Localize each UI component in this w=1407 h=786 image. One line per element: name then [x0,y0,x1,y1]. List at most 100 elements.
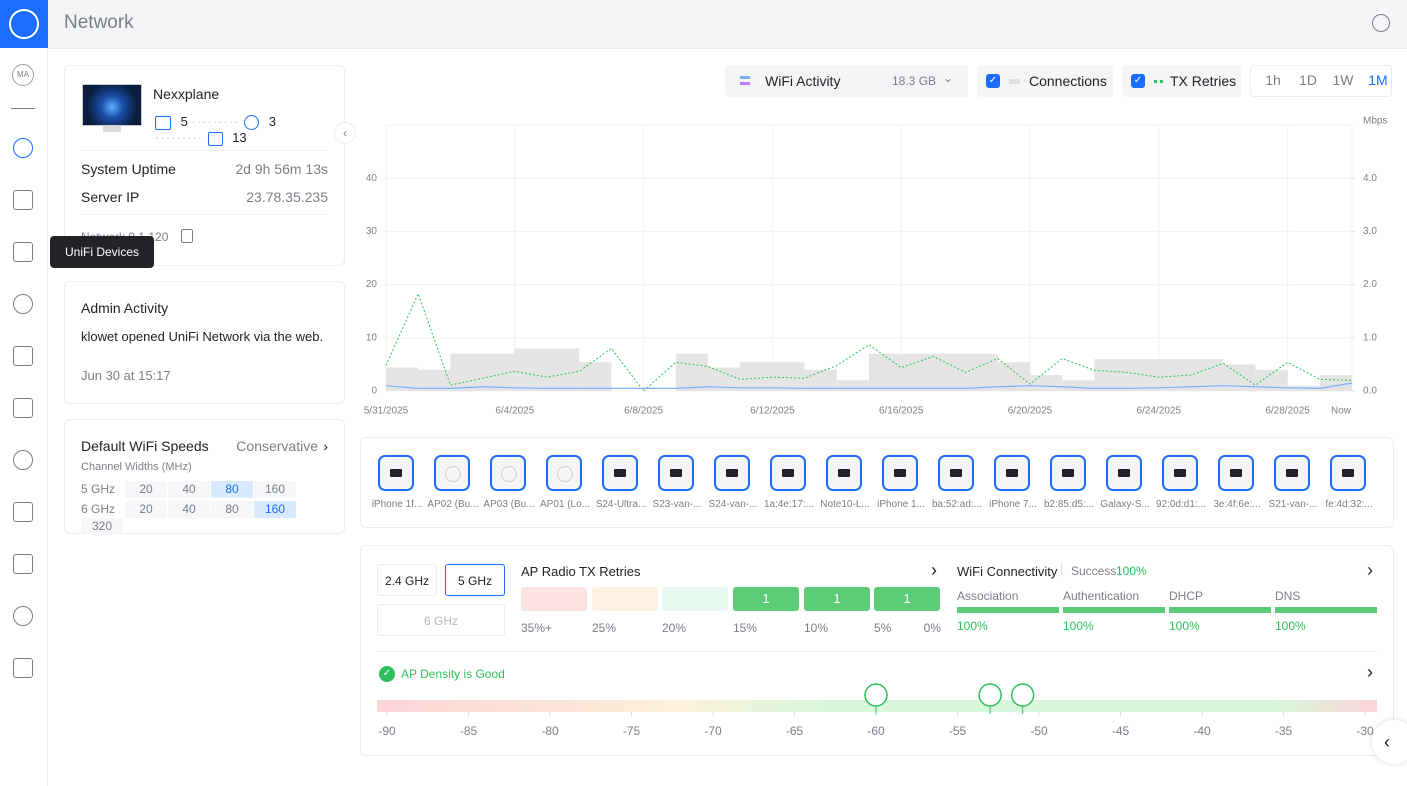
device-icon[interactable] [826,455,862,491]
radio-panel: AP Radio TX Retries › WiFi Connectivity … [360,545,1394,756]
device-name[interactable]: S21-van-... [1268,499,1318,510]
density-tick-label: -35 [1275,724,1293,738]
device-name[interactable]: fe:4d:32:... [1325,499,1373,510]
device-name[interactable]: AP03 (Bu... [483,499,535,510]
nav-icon[interactable] [13,398,33,418]
activity-select[interactable]: WiFi Activity 18.3 GB ⌄ [725,65,968,97]
speeds-card[interactable]: Default WiFi Speeds Conservative › Chann… [64,419,345,535]
nav-icon[interactable] [13,450,33,470]
device-icon[interactable] [994,455,1030,491]
device-icon[interactable] [770,455,806,491]
device-glyph [445,466,461,482]
device-icon[interactable] [1106,455,1142,491]
tx-label: 5% [874,621,892,635]
step-value: 100% [1169,619,1200,633]
collapse-button[interactable]: ‹ [334,122,356,144]
range-option[interactable]: 1M [1368,72,1388,88]
range-option[interactable]: 1W [1332,72,1354,88]
range-option[interactable]: 1D [1299,72,1317,88]
chevron[interactable]: › [1367,560,1373,580]
nav-icon[interactable] [13,138,33,158]
device-name[interactable]: b2:85:d5:... [1043,499,1095,510]
tx-toggle[interactable]: ✓ TX Retries [1122,65,1241,97]
device-glyph [726,469,738,477]
x-tick-label: 6/12/2025 [750,406,795,417]
device-name[interactable]: AP02 (Bu... [427,499,479,510]
release-notes-icon[interactable] [181,229,193,243]
band-option[interactable]: 6 GHz [377,604,505,636]
y-tick-label: 10 [366,332,378,343]
chevron[interactable]: › [1367,662,1373,682]
nav-icon[interactable] [13,242,33,262]
device-name[interactable]: AP01 (Lo... [539,499,591,510]
logo[interactable] [0,0,48,48]
connection-bar [1094,359,1127,391]
nav-icon[interactable] [13,190,33,210]
device-icon[interactable] [1218,455,1254,491]
device-name[interactable]: iPhone 7... [989,499,1037,510]
device-name[interactable]: Note10-L... [820,499,870,510]
step-value: 100% [957,619,988,633]
avatar[interactable]: MA [12,64,34,86]
device-glyph [782,469,794,477]
connections-toggle[interactable]: ✓ Connections [977,65,1113,97]
expand-button[interactable]: ‹ [1372,720,1407,764]
device-icon[interactable] [602,455,638,491]
band-option[interactable]: 2.4 GHz [377,564,437,596]
device-icon[interactable] [1162,455,1198,491]
x-tick-label: 6/4/2025 [495,406,534,417]
device-icon[interactable] [1050,455,1086,491]
device-name[interactable]: S23-van-... [652,499,702,510]
device-icon[interactable] [434,455,470,491]
device-icon[interactable] [1274,455,1310,491]
tx-bucket: 1 [874,587,940,611]
device-name[interactable]: S24-van-... [708,499,758,510]
tx-bucket [521,587,587,611]
density-scale: -90 -85 -80 -75 -70 -65 -60 -55 -50 -45 -40 -35 -30 [377,683,1377,738]
connection-bar [740,362,773,391]
tx-bucket [592,587,658,611]
device-icon[interactable] [546,455,582,491]
density-tick-label: -45 [1112,724,1130,738]
device-name[interactable]: S24-Ultra... [595,499,647,510]
nav-icon[interactable] [13,294,33,314]
device-icon[interactable] [490,455,526,491]
device-name[interactable]: ba:52:ad:... [931,499,983,510]
connection-bar [1319,375,1352,391]
nav-icon[interactable] [13,658,33,678]
nav-icon[interactable] [13,346,33,366]
device-name[interactable]: Galaxy-S... [1100,499,1150,510]
device-glyph [614,469,626,477]
device-glyph [1286,469,1298,477]
tx-title: AP Radio TX Retries [521,564,641,579]
client-count: 13 [232,130,247,146]
activity-total: 18.3 GB [892,74,937,88]
device-icon[interactable] [658,455,694,491]
device-icon[interactable] [1330,455,1366,491]
connection-bar [772,362,805,391]
device-name[interactable]: 1a:4e:17:... [763,499,815,510]
user-icon[interactable] [1372,14,1390,32]
device-name[interactable]: iPhone 1... [877,499,925,510]
connection-bar [933,353,966,391]
range-option[interactable]: 1h [1265,72,1281,88]
step-name: Authentication [1063,589,1140,603]
nav-icon[interactable] [13,606,33,626]
connection-bar [804,369,837,391]
chevron[interactable]: › [931,560,937,580]
device-name[interactable]: iPhone 1f... [371,499,423,510]
speed-row: 6 GHz 20 40 80 160 320 [81,501,331,535]
tx-retries-line [385,292,1353,392]
nav-icon[interactable] [13,554,33,574]
step-bar [1169,607,1271,613]
device-name[interactable]: 92:0d:d1:... [1155,499,1207,510]
nav-icon[interactable] [13,502,33,522]
device-icon[interactable] [378,455,414,491]
band-option[interactable]: 5 GHz [445,564,505,596]
connection-bar [869,353,902,391]
device-icon[interactable] [714,455,750,491]
density-tick-label: -55 [949,724,967,738]
device-name[interactable]: 3e:4f:6e:... [1213,499,1261,510]
device-icon[interactable] [882,455,918,491]
device-icon[interactable] [938,455,974,491]
